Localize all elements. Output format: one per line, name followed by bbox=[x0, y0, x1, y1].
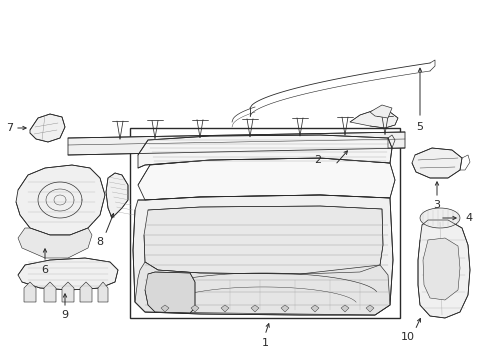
Polygon shape bbox=[135, 262, 390, 315]
Text: 2: 2 bbox=[315, 155, 321, 165]
Text: 9: 9 bbox=[61, 310, 69, 320]
Text: 8: 8 bbox=[97, 237, 103, 247]
Polygon shape bbox=[62, 282, 74, 302]
Polygon shape bbox=[106, 173, 128, 218]
Polygon shape bbox=[251, 305, 259, 312]
Polygon shape bbox=[18, 258, 118, 290]
Text: 5: 5 bbox=[416, 122, 423, 132]
Polygon shape bbox=[133, 195, 393, 315]
Polygon shape bbox=[145, 272, 195, 313]
Polygon shape bbox=[144, 206, 383, 274]
Text: 7: 7 bbox=[6, 123, 14, 133]
Polygon shape bbox=[98, 282, 108, 302]
Polygon shape bbox=[281, 305, 289, 312]
Text: 6: 6 bbox=[42, 265, 49, 275]
Bar bbox=[130, 128, 400, 318]
Polygon shape bbox=[80, 282, 92, 302]
Polygon shape bbox=[30, 114, 65, 142]
Polygon shape bbox=[412, 148, 462, 178]
Polygon shape bbox=[68, 132, 405, 155]
Polygon shape bbox=[350, 110, 398, 128]
Polygon shape bbox=[221, 305, 229, 312]
Polygon shape bbox=[423, 238, 460, 300]
Polygon shape bbox=[366, 305, 374, 312]
Polygon shape bbox=[341, 305, 349, 312]
Polygon shape bbox=[161, 305, 169, 312]
Polygon shape bbox=[16, 165, 105, 235]
Text: 10: 10 bbox=[401, 332, 415, 342]
Polygon shape bbox=[138, 158, 395, 200]
Polygon shape bbox=[44, 282, 56, 302]
Polygon shape bbox=[370, 105, 392, 118]
Polygon shape bbox=[138, 135, 392, 168]
Polygon shape bbox=[418, 220, 470, 318]
Polygon shape bbox=[311, 305, 319, 312]
Polygon shape bbox=[18, 228, 92, 258]
Text: 4: 4 bbox=[465, 213, 472, 223]
Text: 3: 3 bbox=[434, 200, 441, 210]
Polygon shape bbox=[191, 305, 199, 312]
Polygon shape bbox=[24, 282, 36, 302]
Text: 1: 1 bbox=[262, 338, 269, 348]
Polygon shape bbox=[420, 208, 460, 228]
